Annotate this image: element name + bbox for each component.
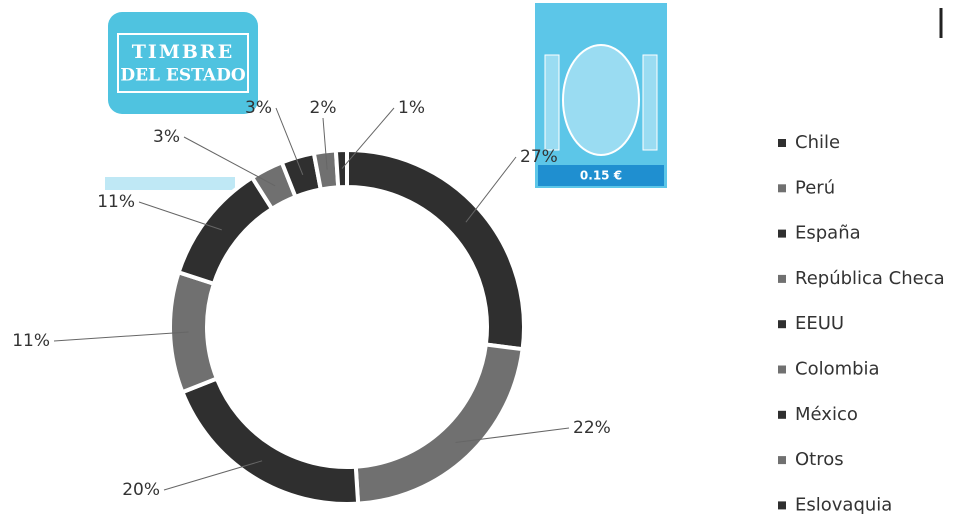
legend-label: Eslovaquia (795, 494, 892, 515)
leader-line (183, 136, 276, 187)
stamp-pillar (544, 54, 560, 151)
legend-marker (778, 456, 786, 465)
stamp-text: DEL ESTADO (120, 66, 245, 86)
stamp-band (538, 165, 664, 186)
legend-label: EEUU (795, 313, 844, 334)
stamp-price: 0.15 € (580, 169, 622, 183)
legend-marker (778, 184, 786, 193)
leader-line (163, 460, 263, 491)
data-label: 22% (573, 418, 611, 438)
stamp-bg (108, 12, 258, 114)
legend-marker (778, 274, 786, 283)
stamp-frame (117, 33, 249, 93)
stamp-text: TIMBRE (132, 41, 234, 63)
data-label: 1% (398, 98, 425, 118)
legend-label: Perú (795, 177, 835, 198)
legend-label: Colombia (795, 359, 880, 380)
stamp-timbre: TIMBRE DEL ESTADO (105, 12, 258, 190)
data-label: 11% (97, 192, 135, 212)
stamp-strip (105, 177, 235, 190)
data-label: 20% (122, 480, 160, 500)
leader-line (275, 107, 304, 175)
legend-label: México (795, 404, 858, 425)
legend-marker (778, 139, 786, 147)
legend-label: República Checa (795, 268, 945, 289)
legend-label: España (795, 223, 861, 244)
data-label: 2% (310, 98, 337, 118)
donut-slice (179, 375, 361, 506)
donut-slice (176, 174, 275, 287)
stamp-escudo: 0.15 € (535, 3, 667, 188)
legend-marker (778, 320, 786, 329)
data-label: 11% (12, 331, 50, 351)
legend-marker (778, 410, 786, 419)
donut-slice (353, 342, 525, 506)
stamp-pillar (642, 54, 658, 151)
data-label: 27% (520, 147, 558, 167)
donut-slice (168, 269, 220, 395)
legend-marker (778, 501, 786, 510)
donut-slice (333, 147, 349, 190)
leader-line (455, 427, 570, 444)
data-label: 3% (153, 127, 180, 147)
donut-slice (345, 147, 526, 352)
legend-label: Otros (795, 449, 844, 470)
leader-line (322, 117, 328, 170)
leader-line (138, 201, 222, 231)
legend-marker (778, 365, 786, 374)
data-label: 3% (245, 98, 272, 118)
leader-line (465, 156, 517, 223)
legend-marker (778, 229, 786, 238)
leader-line (341, 107, 395, 169)
leader-line (53, 331, 189, 342)
stamp-crest (562, 44, 640, 156)
legend-label: Chile (795, 132, 840, 153)
